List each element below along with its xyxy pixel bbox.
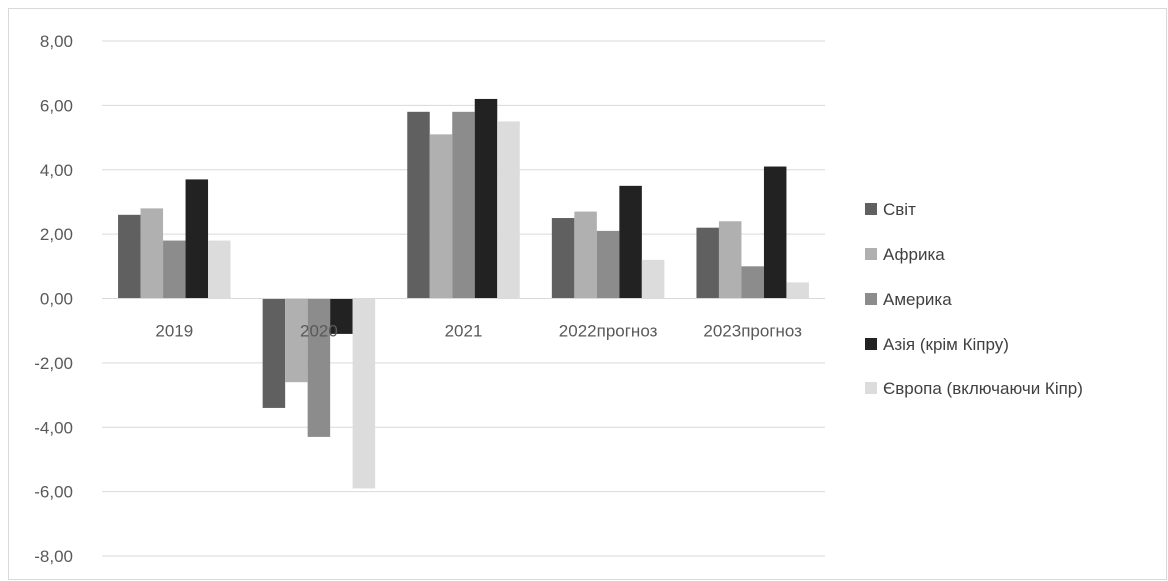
- legend-swatch: [865, 338, 877, 350]
- bar-4-0: [696, 227, 719, 299]
- x-category-label: 2022прогноз: [559, 322, 658, 341]
- bar-0-4: [208, 240, 231, 299]
- bar-1-1: [285, 298, 308, 383]
- bar-0-3: [185, 179, 209, 299]
- bar-3-2: [596, 230, 620, 299]
- legend-label: Америка: [883, 290, 952, 309]
- bar-3-3: [619, 185, 642, 299]
- bar-2-0: [407, 111, 430, 299]
- bar-2-3: [474, 98, 498, 299]
- bars: [118, 98, 809, 489]
- x-category-label: 2023прогноз: [703, 322, 802, 341]
- x-axis-category-labels: 2019 2020 2021 2022прогноз 2023прогноз: [155, 322, 802, 341]
- gridlines: [102, 40, 825, 557]
- bar-0-0: [118, 214, 141, 299]
- bar-1-2: [307, 298, 331, 437]
- bar-4-3: [763, 166, 787, 299]
- legend-swatch: [865, 293, 877, 305]
- bar-3-1: [574, 211, 597, 299]
- y-tick-label: 4,00: [40, 161, 73, 180]
- bar-1-4: [352, 298, 376, 489]
- bar-3-0: [551, 218, 575, 299]
- bar-1-0: [262, 298, 286, 408]
- y-tick-label: -6,00: [34, 483, 73, 502]
- bar-4-4: [786, 282, 809, 299]
- legend-swatch: [865, 382, 877, 394]
- legend-label: Європа (включаючи Кіпр): [883, 379, 1083, 398]
- bar-3-4: [641, 259, 665, 299]
- y-tick-label: -4,00: [34, 418, 73, 437]
- bar-4-2: [741, 266, 764, 299]
- y-tick-label: 0,00: [40, 290, 73, 309]
- legend-label: Світ: [883, 200, 916, 219]
- y-tick-label: -8,00: [34, 547, 73, 566]
- bar-1-3: [330, 298, 353, 334]
- bar-4-1: [718, 221, 742, 299]
- y-tick-label: 6,00: [40, 96, 73, 115]
- legend-swatch: [865, 248, 877, 260]
- x-category-label: 2021: [445, 322, 483, 341]
- legend: Світ Африка Америка Азія (крім Кіпру) Європа…: [865, 200, 1083, 398]
- bar-2-1: [429, 134, 453, 299]
- bar-2-2: [452, 111, 475, 299]
- x-category-label: 2020: [300, 322, 338, 341]
- x-category-label: 2019: [155, 322, 193, 341]
- legend-label: Африка: [883, 245, 945, 264]
- y-tick-label: -2,00: [34, 354, 73, 373]
- legend-label: Азія (крім Кіпру): [883, 335, 1009, 354]
- bar-2-4: [497, 121, 520, 299]
- bar-0-1: [140, 208, 164, 299]
- bar-0-2: [163, 240, 186, 299]
- legend-swatch: [865, 203, 877, 215]
- y-axis-tick-labels: 8,00 6,00 4,00 2,00 0,00 -2,00 -4,00 -6,00 -8,00: [34, 32, 73, 566]
- y-tick-label: 8,00: [40, 32, 73, 51]
- y-tick-label: 2,00: [40, 225, 73, 244]
